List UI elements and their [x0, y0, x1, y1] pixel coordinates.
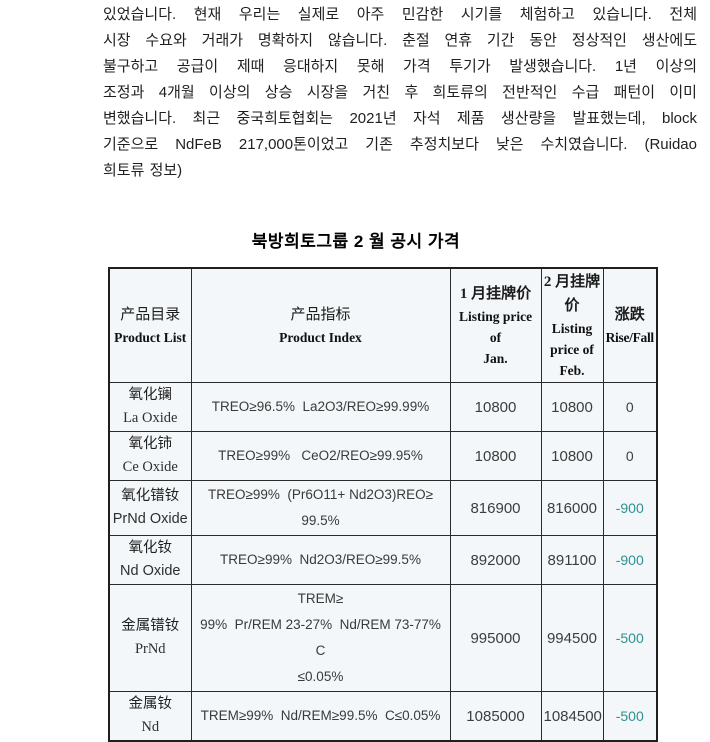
rise-fall-cell: 0: [602, 431, 658, 481]
table-row: 氧化镨钕 PrNd Oxide TREO≥99% (Pr6O11+ Nd2O3)…: [108, 480, 658, 536]
paragraph-line: 불구하고 공급이 제때 응대하지 못해 가격 투기가 발생했습니다. 1년 이상…: [103, 58, 697, 75]
feb-price-cell: 891100: [540, 535, 604, 585]
column-header-rise-fall: 涨跌 Rise/Fall: [602, 267, 658, 383]
header-zh-label: 1 月挂牌价: [459, 286, 532, 302]
body-paragraph: 있었습니다. 현재 우리는 실제로 아주 민감한 시기를 체험하고 있습니다. …: [103, 2, 697, 184]
header-zh-label: 产品指标: [290, 307, 351, 323]
feb-price-cell: 994500: [540, 584, 604, 692]
header-zh-label: 涨跌: [614, 307, 645, 323]
jan-price-cell: 892000: [449, 535, 542, 585]
index-cell: TREO≥96.5% La2O3/REO≥99.99%: [190, 382, 451, 432]
column-header-jan-price: 1 月挂牌价 Listing price of Jan.: [449, 267, 542, 383]
product-en-label: PrNd: [134, 641, 166, 657]
jan-price-cell: 10800: [449, 431, 542, 481]
feb-price-cell: 816000: [540, 480, 604, 536]
header-en-label: Listing price of Feb.: [550, 321, 594, 378]
rise-fall-cell: -500: [602, 691, 658, 742]
header-en-label: Rise/Fall: [605, 330, 655, 345]
product-cell: 金属钕 Nd: [108, 691, 192, 742]
rise-fall-cell: -900: [602, 480, 658, 536]
table-title: 북방희토그룹 2 월 공시 가격: [251, 232, 461, 251]
column-header-feb-price: 2 月挂牌 价 Listing price of Feb.: [540, 267, 604, 383]
product-cell: 金属镨钕 PrNd: [108, 584, 192, 692]
paragraph-line: 있었습니다. 현재 우리는 실제로 아주 민감한 시기를 체험하고 있습니다. …: [103, 6, 697, 23]
paragraph-line: 희토류 정보): [103, 162, 183, 179]
header-en-label: Product List: [114, 330, 187, 345]
jan-price-cell: 816900: [449, 480, 542, 536]
header-zh-label: 产品目录: [120, 307, 181, 323]
header-en-label: Listing price of Jan.: [458, 309, 533, 366]
product-cell: 氧化镨钕 PrNd Oxide: [108, 480, 192, 536]
index-cell: TREO≥99% Nd2O3/REO≥99.5%: [190, 535, 451, 585]
table-row: 氧化钕 Nd Oxide TREO≥99% Nd2O3/REO≥99.5% 89…: [108, 535, 658, 585]
product-en-label: Ce Oxide: [122, 459, 178, 475]
index-cell: TREM≥99% Nd/REM≥99.5% C≤0.05%: [190, 691, 451, 742]
product-en-label: La Oxide: [123, 410, 178, 426]
price-table: 产品目录 Product List 产品指标 Product Index 1 月…: [108, 267, 658, 742]
product-cell: 氧化钕 Nd Oxide: [108, 535, 192, 585]
header-zh-label: 2 月挂牌 价: [543, 274, 601, 314]
column-header-product-list: 产品目录 Product List: [108, 267, 192, 383]
index-cell: TREO≥99% (Pr6O11+ Nd2O3)REO≥ 99.5%: [190, 480, 451, 536]
product-zh-label: 氧化镨钕: [121, 488, 180, 504]
product-en-label: Nd Oxide: [120, 563, 181, 579]
index-cell: TREM≥ 99% Pr/REM 23-27% Nd/REM 73-77% C …: [190, 584, 451, 692]
table-header-row: 产品目录 Product List 产品指标 Product Index 1 月…: [108, 267, 658, 383]
paragraph-line: 조정과 4개월 이상의 상승 시장을 거친 후 희토류의 전반적인 수급 패턴이…: [103, 84, 697, 101]
index-cell: TREO≥99% CeO2/REO≥99.95%: [190, 431, 451, 481]
feb-price-cell: 1084500: [540, 691, 604, 742]
feb-price-cell: 10800: [540, 431, 604, 481]
table-row: 金属钕 Nd TREM≥99% Nd/REM≥99.5% C≤0.05% 108…: [108, 691, 658, 742]
jan-price-cell: 995000: [449, 584, 542, 692]
column-header-product-index: 产品指标 Product Index: [190, 267, 451, 383]
header-en-label: Product Index: [279, 330, 362, 345]
paragraph-line: 기준으로 NdFeB 217,000톤이었고 기존 추정치보다 낮은 수치였습니…: [103, 136, 697, 153]
rise-fall-cell: -500: [602, 584, 658, 692]
product-zh-label: 氧化镧: [128, 387, 173, 403]
product-cell: 氧化铈 Ce Oxide: [108, 431, 192, 481]
paragraph-line: 변했습니다. 최근 중국희토협회는 2021년 자석 제품 생산량을 발표했는데…: [103, 110, 697, 127]
jan-price-cell: 1085000: [449, 691, 542, 742]
product-zh-label: 金属钕: [128, 696, 173, 712]
table-row: 氧化铈 Ce Oxide TREO≥99% CeO2/REO≥99.95% 10…: [108, 431, 658, 481]
product-zh-label: 金属镨钕: [121, 618, 180, 634]
product-zh-label: 氧化钕: [128, 540, 173, 556]
rise-fall-cell: 0: [602, 382, 658, 432]
product-en-label: Nd: [141, 719, 160, 735]
paragraph-line: 시장 수요와 거래가 명확하지 않습니다. 춘절 연휴 기간 동안 정상적인 생…: [103, 32, 697, 49]
product-cell: 氧化镧 La Oxide: [108, 382, 192, 432]
product-zh-label: 氧化铈: [128, 436, 173, 452]
feb-price-cell: 10800: [540, 382, 604, 432]
table-row: 氧化镧 La Oxide TREO≥96.5% La2O3/REO≥99.99%…: [108, 382, 658, 432]
rise-fall-cell: -900: [602, 535, 658, 585]
jan-price-cell: 10800: [449, 382, 542, 432]
table-row: 金属镨钕 PrNd TREM≥ 99% Pr/REM 23-27% Nd/REM…: [108, 584, 658, 692]
product-en-label: PrNd Oxide: [112, 511, 188, 527]
